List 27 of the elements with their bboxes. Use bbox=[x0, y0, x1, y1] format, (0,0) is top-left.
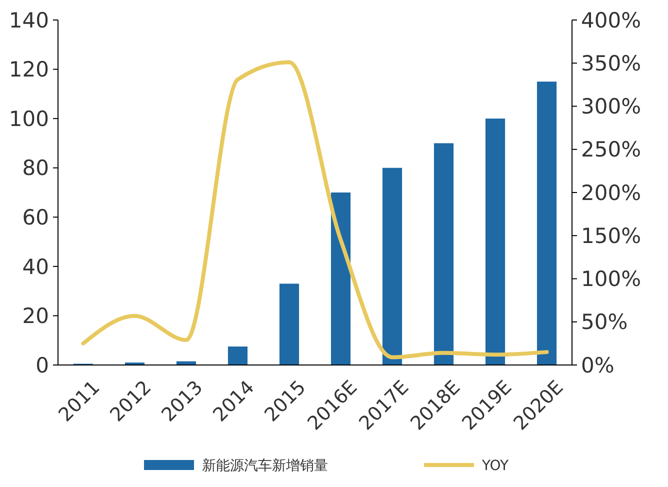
y-tick-label: 0 bbox=[36, 353, 49, 378]
legend-label: 新能源汽车新增销量 bbox=[202, 458, 328, 474]
y-tick-label: 40 bbox=[22, 254, 49, 279]
y2-tick-label: 100% bbox=[581, 267, 642, 292]
y-tick-label: 80 bbox=[22, 156, 49, 180]
y-tick-label: 140 bbox=[8, 8, 49, 32]
y2-tick-label: 0% bbox=[581, 353, 614, 378]
y2-tick-label: 150% bbox=[581, 224, 642, 248]
y-tick-label: 100 bbox=[8, 106, 49, 131]
bar bbox=[382, 168, 402, 365]
y-tick-label: 20 bbox=[22, 304, 49, 328]
bar bbox=[279, 284, 300, 365]
y2-tick-label: 350% bbox=[581, 51, 642, 76]
y-tick-label: 60 bbox=[22, 205, 49, 230]
y2-tick-label: 200% bbox=[581, 180, 642, 205]
y2-tick-label: 300% bbox=[581, 94, 642, 119]
bar bbox=[485, 118, 506, 365]
legend-label: YOY bbox=[481, 458, 510, 474]
line-series bbox=[81, 60, 549, 360]
y2-tick-label: 250% bbox=[581, 138, 642, 162]
bar bbox=[434, 143, 454, 365]
bar bbox=[330, 192, 351, 365]
bar bbox=[536, 82, 557, 365]
y-tick-label: 120 bbox=[8, 58, 49, 82]
bar bbox=[228, 346, 248, 365]
y2-tick-label: 50% bbox=[581, 310, 628, 334]
y2-tick-label: 400% bbox=[581, 8, 642, 32]
